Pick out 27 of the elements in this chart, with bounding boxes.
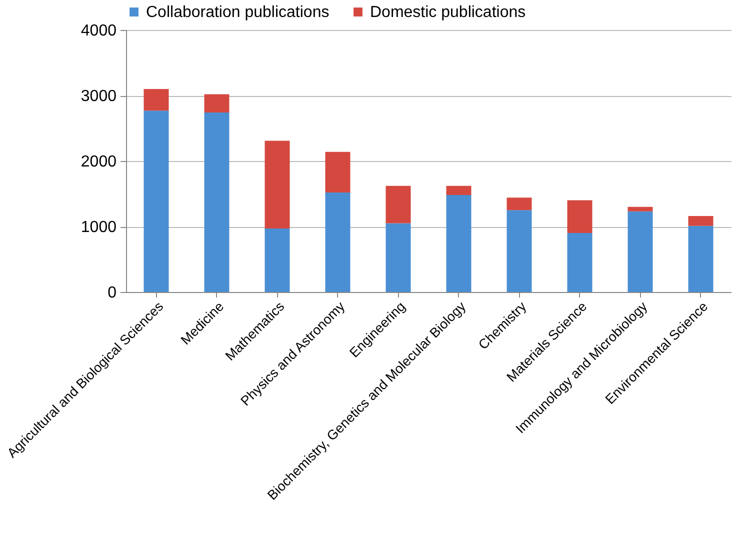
bar: [506, 210, 532, 292]
bar: [628, 211, 653, 292]
legend-label: Domestic publications: [370, 4, 526, 21]
y-tick-label: 3000: [80, 88, 117, 105]
bar: [144, 110, 169, 292]
bar: [446, 195, 472, 292]
bar: [506, 198, 532, 210]
bar: [144, 88, 169, 111]
bar: [386, 186, 411, 224]
bar: [325, 152, 350, 192]
y-tick-label: 1000: [80, 219, 117, 236]
bar: [204, 94, 230, 113]
y-tick-label: 4000: [80, 22, 117, 40]
bar: [628, 206, 653, 212]
bar: [204, 112, 230, 292]
bar: [688, 216, 714, 226]
bar: [567, 233, 592, 292]
bar: [446, 186, 472, 196]
bar: [688, 226, 714, 292]
bar: [264, 140, 290, 228]
bar: [325, 192, 350, 292]
bar: [264, 228, 290, 292]
bar: [386, 223, 411, 292]
y-tick-label: 2000: [80, 154, 117, 170]
legend-label: Collaboration publications: [146, 4, 330, 21]
y-tick-label: 0: [108, 284, 117, 302]
bar: [567, 200, 592, 234]
